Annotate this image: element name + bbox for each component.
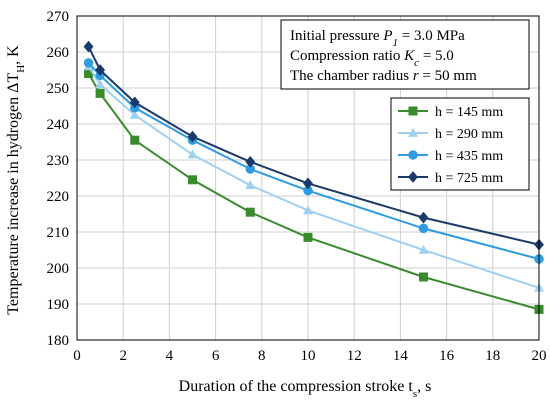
data-point [95, 64, 106, 76]
parameters-box: Initial pressure P1 = 3.0 MPaCompression… [280, 19, 530, 90]
legend-label: h = 145 mm [435, 105, 503, 120]
x-tick-label: 18 [485, 348, 500, 364]
parameter-line: The chamber radius r = 50 mm [290, 68, 477, 84]
data-point [419, 272, 428, 282]
data-point [408, 106, 418, 116]
x-tick-label: 20 [532, 348, 547, 364]
legend-label: h = 725 mm [435, 171, 503, 186]
y-tick-labels: 180 190 200 210 220 230 240 250 260 270 [47, 9, 70, 349]
y-tick-label: 220 [47, 189, 70, 205]
parameter-line: Compression ratio Kc = 5.0 [290, 48, 454, 69]
y-tick-label: 250 [47, 81, 70, 97]
data-point [245, 180, 256, 190]
x-tick-label: 4 [166, 348, 174, 364]
data-point [83, 40, 94, 53]
plot-frame [76, 15, 540, 341]
x-tick-label: 14 [393, 348, 409, 364]
data-point [245, 207, 255, 217]
x-axis-title-unit: , s [417, 378, 431, 395]
y-tick-label: 210 [47, 225, 70, 241]
x-axis-title: Duration of the compression stroke ts, s [179, 378, 432, 400]
data-point [418, 223, 429, 234]
legend: h = 145 mm h = 290 mm h = 435 mm h = 725 mm [390, 97, 530, 191]
data-point [84, 69, 94, 79]
series-line [87, 73, 540, 311]
x-tick-labels: 0 2 4 6 8 10 12 14 16 18 20 [73, 348, 546, 364]
y-tick-label: 200 [47, 261, 70, 277]
data-point [83, 58, 94, 68]
legend-entry: h = 435 mm [398, 149, 503, 164]
x-tick-label: 6 [212, 348, 220, 364]
data-point [408, 171, 418, 183]
data-point [408, 127, 418, 137]
x-axis-title-main: Duration of the compression stroke t [179, 378, 414, 395]
legend-entry: h = 145 mm [398, 105, 503, 120]
series-4 [83, 40, 544, 251]
data-point [245, 155, 256, 168]
y-axis-title-unit: , K [5, 45, 22, 65]
x-tick-label: 2 [119, 348, 127, 364]
y-tick-label: 260 [47, 45, 70, 61]
y-axis-title-main: Temperature increase in hydrogen ΔT [5, 73, 22, 315]
data-point [187, 149, 198, 159]
parameter-line: Initial pressure P1 = 3.0 MPa [290, 28, 465, 49]
x-tick-label: 8 [258, 348, 266, 364]
data-point [303, 185, 313, 196]
series-line [87, 65, 540, 289]
y-axis-title-subscript: H [15, 65, 27, 73]
legend-label: h = 435 mm [435, 149, 503, 164]
x-tick-label: 10 [301, 348, 316, 364]
x-tick-label: 12 [347, 348, 362, 364]
legend-entry: h = 290 mm [398, 127, 503, 142]
data-point [303, 232, 313, 242]
y-tick-label: 270 [47, 9, 70, 25]
data-point [95, 88, 105, 98]
legend-label: h = 290 mm [435, 127, 503, 142]
data-point [130, 135, 140, 145]
data-point [188, 175, 197, 185]
data-point [418, 211, 429, 224]
y-tick-label: 180 [47, 333, 70, 349]
data-point [303, 205, 313, 215]
series-2 [83, 61, 544, 292]
y-tick-label: 240 [47, 117, 70, 133]
data-point [95, 79, 106, 89]
x-tick-label: 0 [73, 348, 81, 364]
data-point [129, 96, 140, 109]
data-point [129, 109, 140, 119]
data-point [187, 130, 198, 143]
y-tick-label: 190 [47, 297, 70, 313]
data-point [418, 244, 429, 254]
data-point [303, 177, 313, 190]
x-tick-label: 16 [439, 348, 455, 364]
data-point [408, 150, 418, 160]
x-axis-title-subscript: s [413, 388, 417, 400]
series-line [87, 62, 540, 260]
y-axis-title: Temperature increase in hydrogen ΔTH, K [5, 45, 27, 315]
legend-entry: h = 725 mm [398, 171, 503, 186]
y-tick-label: 230 [47, 153, 70, 169]
data-point [245, 164, 255, 174]
series-line [87, 46, 540, 246]
